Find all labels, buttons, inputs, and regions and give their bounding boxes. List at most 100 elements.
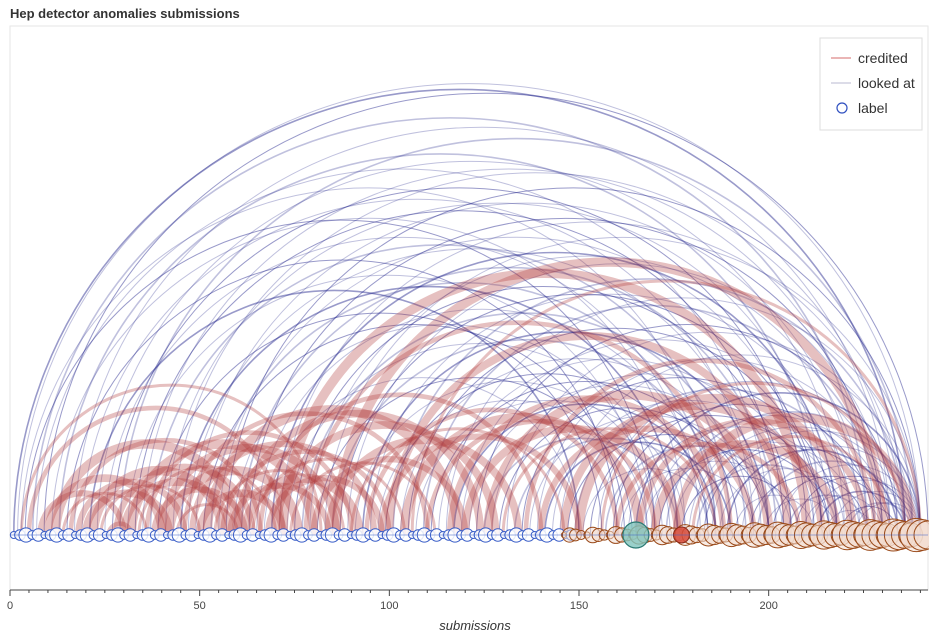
looked-at-arc [498, 407, 755, 536]
looked-at-arc [635, 392, 922, 536]
credited-arc [614, 441, 802, 536]
looked-at-arc [468, 384, 770, 536]
credited-arc [483, 390, 774, 536]
credited-arc [691, 435, 892, 536]
looked-at-arc [377, 399, 648, 536]
credited-arc [446, 395, 727, 536]
x-tick-label: 200 [759, 600, 777, 612]
looked-at-arc [12, 88, 907, 536]
looked-at-arc [430, 380, 739, 536]
looked-at-arc [529, 415, 770, 536]
credited-arc [364, 407, 620, 536]
credited-arc [251, 457, 407, 536]
credited-arc [461, 425, 682, 536]
legend: credited looked at label [819, 37, 923, 131]
looked-at-arc [88, 290, 580, 536]
looked-at-arc [248, 217, 883, 536]
looked-at-arc [749, 475, 868, 536]
looked-at-arc [263, 377, 580, 536]
looked-at-arc [809, 479, 921, 536]
looked-at-arc [347, 263, 891, 536]
credited-arc [501, 427, 718, 536]
looked-at-arc [476, 324, 899, 536]
credited-arc [50, 439, 243, 536]
submission-nodes [9, 517, 929, 553]
looked-at-arc [43, 93, 929, 536]
x-axis-label: submissions [439, 618, 511, 633]
credited-arc [61, 491, 149, 536]
looked-at-arc [620, 468, 755, 536]
looked-at-arc [218, 236, 815, 536]
looked-at-arc [695, 464, 838, 536]
looked-at-arc [81, 199, 755, 536]
looked-at-arc [802, 494, 883, 536]
credited-arc [182, 411, 430, 536]
looked-at-arc [559, 354, 921, 536]
looked-at-arc [270, 251, 838, 536]
credited-arc [26, 406, 286, 536]
looked-at-arc [127, 274, 648, 536]
credited-arc [636, 418, 871, 536]
looked-at-arc [179, 285, 679, 536]
credited-arc [68, 437, 263, 536]
looked-at-arc [567, 433, 770, 536]
looked-at-arc [165, 202, 830, 536]
looked-at-arc [286, 343, 671, 536]
looked-at-arc [400, 358, 755, 536]
x-tick-label: 100 [380, 600, 398, 612]
credited-arc [81, 489, 174, 536]
looked-at-arc [233, 324, 656, 536]
looked-at-arc [597, 380, 906, 536]
looked-at-arc [604, 445, 785, 536]
looked-at-arc [718, 468, 853, 536]
credited-arc [213, 469, 346, 536]
looked-at-arc [20, 187, 717, 536]
credited-arc [271, 421, 500, 536]
looked-at-arc [673, 441, 861, 536]
looked-at-arc [324, 236, 921, 536]
looked-at-arc [627, 426, 846, 536]
looked-at-arc [202, 324, 626, 536]
looked-at-arc [31, 117, 869, 536]
looked-at-arc [294, 286, 792, 536]
looked-at-arc [316, 377, 633, 536]
x-axis-ticks: 0 50 100 150 200 [7, 590, 921, 612]
looked-at-arc [544, 441, 732, 536]
credited-arc [226, 482, 332, 536]
looked-at-arc [589, 415, 830, 536]
looked-at-arc [483, 437, 679, 536]
looked-at-arc [688, 426, 906, 536]
credited-arc [220, 449, 392, 536]
looked-at-arc [453, 403, 717, 536]
looked-at-arc [240, 267, 778, 536]
looked-at-arc [658, 449, 830, 536]
credited-arc [188, 441, 378, 536]
credited-arc [151, 486, 249, 536]
looked-at-arc [817, 490, 907, 536]
looked-at-arc [36, 168, 770, 536]
looked-at-arc [73, 126, 891, 536]
credited-arcs [19, 257, 922, 536]
credited-arc [324, 436, 523, 536]
credited-arc [410, 279, 922, 536]
looked-at-arc [187, 248, 762, 536]
looked-at-arc [756, 460, 907, 536]
credited-arc [303, 320, 734, 536]
looked-at-arc [786, 494, 869, 536]
looked-at-arc [513, 437, 709, 536]
credited-arc [559, 402, 826, 536]
credited-arc [144, 430, 354, 536]
looked-at-arc [157, 312, 603, 536]
looked-at-arc [51, 218, 686, 536]
looked-at-arc [460, 339, 853, 536]
looked-at-arc [354, 380, 663, 536]
credited-arc [399, 412, 645, 536]
looked-at-arc [734, 494, 815, 536]
x-tick-label: 50 [194, 600, 206, 612]
looked-at-arc [650, 415, 891, 536]
looked-at-arc [794, 475, 914, 536]
looked-at-arc [111, 187, 808, 536]
looked-at-arc [665, 410, 914, 536]
x-tick-label: 150 [570, 600, 588, 612]
